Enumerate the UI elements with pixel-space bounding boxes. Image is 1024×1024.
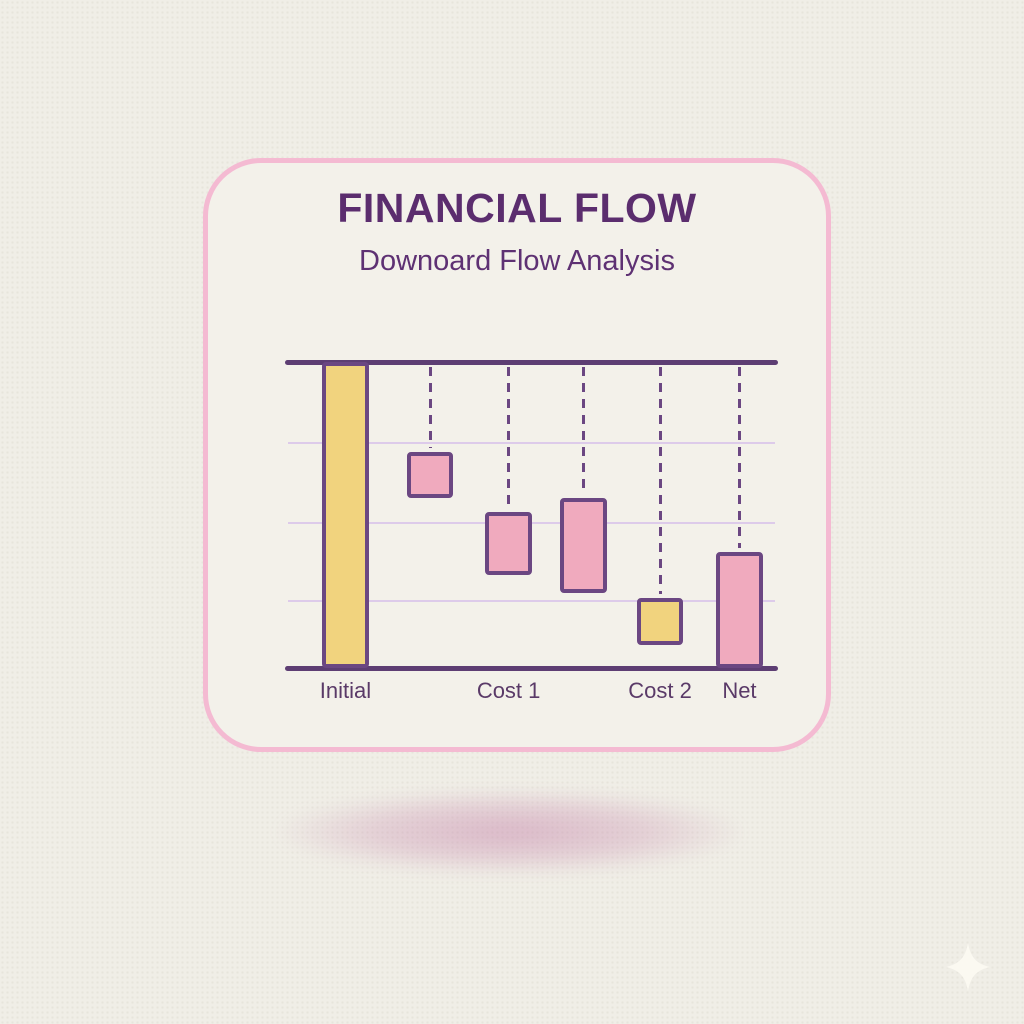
dashed-connector — [658, 367, 662, 594]
bar-cost-2 — [636, 597, 684, 646]
waterfall-chart-plot-area: Initial Cost 1 Cost 2 Net — [285, 360, 778, 703]
bar-cost-1 — [485, 511, 532, 575]
x-tick-label: Cost 1 — [476, 678, 541, 703]
chart-card: FINANCIAL FLOW Downoard Flow Analysis In… — [203, 158, 831, 752]
dashed-connector — [582, 367, 586, 495]
dashed-connector — [428, 367, 432, 449]
bar-segment-3 — [560, 498, 607, 594]
dashed-connector — [507, 367, 511, 508]
bar-segment-1 — [406, 452, 454, 499]
x-axis-labels: Initial Cost 1 Cost 2 Net — [288, 678, 775, 708]
x-tick-label: Net — [722, 678, 757, 703]
card-drop-shadow — [277, 789, 743, 875]
bar-net — [716, 551, 763, 668]
card-title: FINANCIAL FLOW — [337, 185, 697, 231]
top-reference-line — [285, 360, 778, 365]
x-tick-label: Cost 2 — [628, 678, 692, 703]
bar-initial — [322, 362, 369, 668]
x-tick-label: Initial — [319, 678, 372, 703]
gridline — [288, 442, 775, 445]
card-subtitle: Downoard Flow Analysis — [359, 245, 675, 277]
gridline — [288, 599, 775, 602]
x-axis-line — [285, 666, 778, 671]
dashed-connector — [737, 367, 741, 548]
sparkle-icon — [946, 943, 990, 991]
